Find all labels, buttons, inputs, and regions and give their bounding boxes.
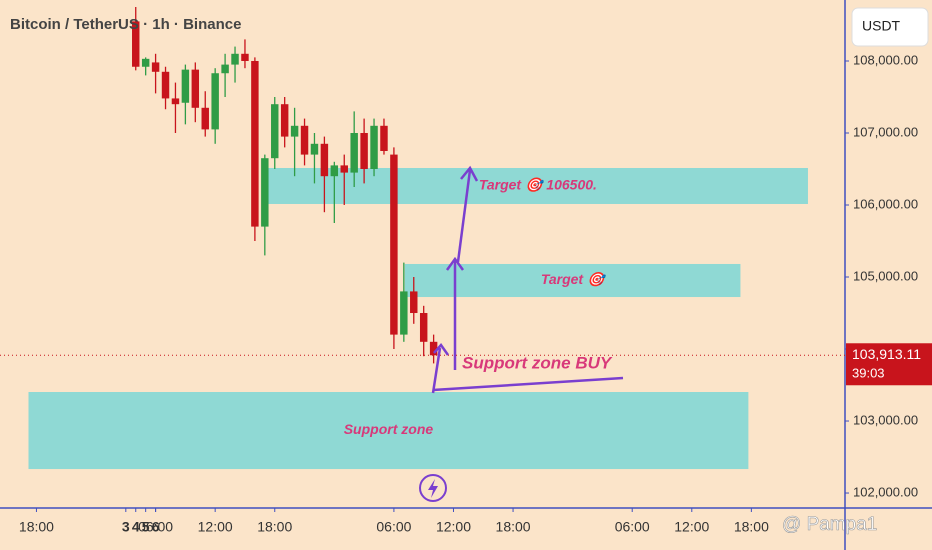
candle-body — [320, 143, 329, 177]
x-tick-label: 18:00 — [734, 519, 769, 535]
x-axis: 18:00 3 06:00 12:00 18:004 06:00 12:00 18:005 06… — [19, 508, 769, 535]
zone — [267, 167, 808, 204]
candle-body — [241, 53, 249, 61]
candle-body — [370, 125, 378, 169]
zone — [404, 263, 741, 298]
arrow — [432, 376, 624, 392]
candle-body — [151, 62, 160, 72]
zone-label: Target 🎯 — [541, 271, 608, 287]
candle-body — [141, 58, 150, 67]
x-tick-label: 06:00 — [615, 519, 650, 535]
candles — [132, 6, 438, 364]
y-tick-label: 105,000.00 — [853, 268, 918, 283]
alert-icon — [419, 474, 447, 502]
arrows — [431, 165, 624, 394]
candle-body — [191, 69, 200, 108]
candle-body — [221, 64, 229, 74]
annotation: Support zone BUY — [462, 353, 613, 372]
x-tick-label: 3 — [122, 519, 130, 535]
candle-body — [350, 132, 358, 173]
candle-body — [211, 73, 219, 130]
x-tick-label: 4 — [132, 519, 140, 535]
arrow-head — [433, 342, 450, 356]
x-tick-label: 12:00 — [436, 519, 471, 535]
candle-body — [132, 21, 140, 67]
candle-body — [271, 104, 279, 159]
arrow — [431, 347, 442, 394]
arrow-head — [460, 165, 479, 182]
currency-label[interactable]: USDT — [862, 18, 901, 34]
chart-title: Bitcoin / TetherUS · 1h · Binance — [10, 16, 241, 33]
candle-body — [231, 53, 239, 65]
candle-body — [290, 125, 299, 137]
x-tick-label: 12:00 — [674, 519, 709, 535]
watermark: @ Pampa1 — [782, 514, 877, 535]
zone-label: Support zone — [344, 421, 434, 437]
candle-body — [280, 104, 289, 137]
candle-body — [419, 313, 428, 342]
x-tick-label: 6 — [152, 519, 160, 535]
x-tick-label: 18:00 — [19, 519, 54, 535]
candle-body — [429, 341, 438, 356]
countdown: 39:03 — [852, 366, 885, 381]
y-tick-label: 102,000.00 — [853, 484, 918, 499]
zones: Target 🎯 106500. Target 🎯 Support zone — [28, 167, 808, 470]
candle-body — [261, 158, 269, 227]
candle-body — [410, 291, 418, 314]
candle-body — [181, 69, 190, 103]
x-tick-label: 06:00 — [138, 519, 173, 535]
candle-body — [161, 71, 170, 99]
candle-body — [251, 60, 259, 227]
y-tick-label: 103,000.00 — [853, 412, 918, 427]
last-price: 103,913.11 39:03 — [0, 343, 932, 386]
zone — [28, 391, 749, 470]
candle-body — [360, 132, 368, 169]
candle-body — [380, 125, 388, 151]
candle-body — [340, 165, 348, 173]
y-tick-label: 108,000.00 — [853, 52, 918, 67]
candle-body — [171, 98, 180, 105]
y-tick-label: 106,000.00 — [853, 196, 918, 211]
zone-label: Target 🎯 106500. — [479, 177, 597, 193]
x-tick-label: 06:00 — [376, 519, 411, 535]
currency-button[interactable] — [851, 7, 929, 47]
x-tick-label: 5 — [142, 519, 150, 535]
candle-body — [400, 291, 408, 335]
x-tick-label: 18:00 — [257, 519, 292, 535]
candle-body — [300, 125, 309, 155]
arrow — [456, 169, 472, 263]
x-tick-label: 18:00 — [496, 519, 531, 535]
candle-body — [330, 165, 339, 177]
last-price-box — [846, 343, 932, 386]
y-tick-label: 107,000.00 — [853, 124, 918, 139]
candle-body — [201, 107, 209, 130]
candle-body — [310, 143, 319, 155]
candle-body — [390, 154, 398, 335]
x-tick-label: 12:00 — [198, 519, 233, 535]
arrow-head — [445, 256, 465, 271]
last-price-label: 103,913.11 — [852, 346, 921, 362]
